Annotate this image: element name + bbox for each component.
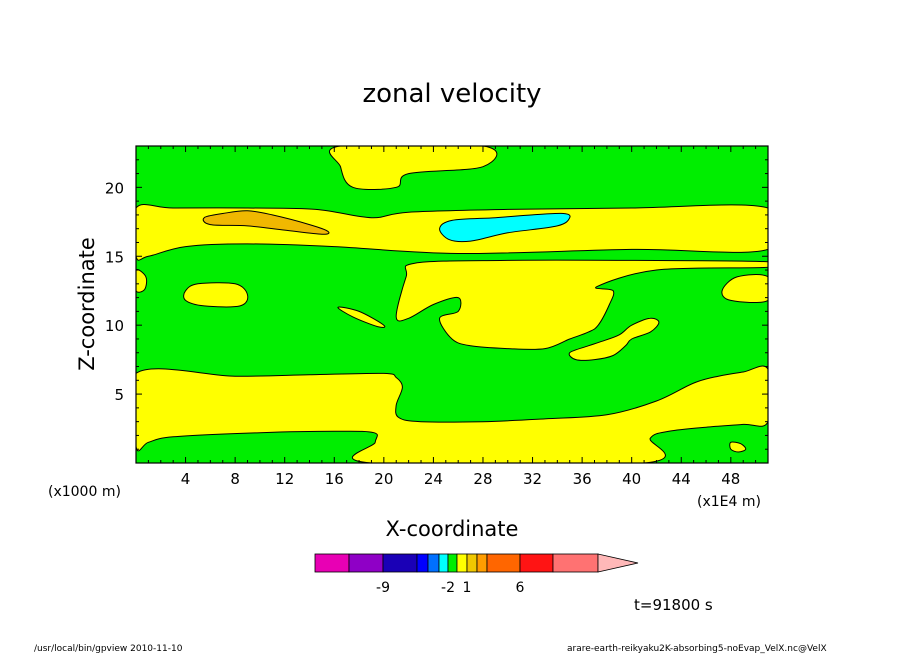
colorbar-arrow xyxy=(597,553,639,573)
chart-title: zonal velocity xyxy=(362,79,541,109)
x-axis: 4 8 12 16 20 24 28 32 36 40 44 48 xyxy=(147,146,757,488)
plot-frame xyxy=(135,145,769,464)
colorbar-segment xyxy=(447,553,458,573)
colorbar-segment xyxy=(456,553,468,573)
colorbar-label: -9 xyxy=(376,580,390,596)
x-tick-label: 40 xyxy=(622,470,641,488)
yellow-contour-region-0 xyxy=(328,146,498,190)
x-tick-label: 8 xyxy=(230,470,240,488)
x-tick-label: 24 xyxy=(424,470,443,488)
y-tick-label: 5 xyxy=(114,386,124,404)
footer-right: arare-earth-reikyaku2K-absorbing5-noEvap… xyxy=(567,644,827,654)
colorbar-segment xyxy=(466,553,478,573)
colorbar-segment xyxy=(438,553,449,573)
x-tick-label: 32 xyxy=(523,470,542,488)
colorbar: -9 -2 1 6 xyxy=(314,553,639,596)
y-tick-label: 10 xyxy=(105,317,124,335)
footer-left: /usr/local/bin/gpview 2010-11-10 xyxy=(34,644,183,654)
yellow-contour-region-5 xyxy=(337,306,386,328)
y-tick-label: 20 xyxy=(105,179,124,197)
yellow-contour-region-2 xyxy=(136,269,148,293)
x-tick-label: 12 xyxy=(275,470,294,488)
x-tick-label: 16 xyxy=(325,470,344,488)
colorbar-segment xyxy=(416,553,429,573)
y-axis: 5 10 15 20 xyxy=(105,159,768,450)
x-tick-label: 28 xyxy=(473,470,492,488)
colorbar-segment xyxy=(486,553,521,573)
yellow-contour-region-9 xyxy=(729,441,747,453)
y-axis-label: Z-coordinate xyxy=(75,237,99,371)
cyan-contour-region-11 xyxy=(439,212,571,243)
x-tick-label: 44 xyxy=(672,470,691,488)
colorbar-segment xyxy=(348,553,384,573)
yellow-contour-region-7 xyxy=(568,317,660,361)
colorbar-segment xyxy=(552,553,599,573)
yellow-contour-region-6 xyxy=(395,259,768,350)
colorbar-label: -2 xyxy=(441,580,455,596)
colorbar-segment xyxy=(314,553,350,573)
x-tick-label: 48 xyxy=(721,470,740,488)
colorbar-segment xyxy=(519,553,554,573)
yellow-contour-region-4 xyxy=(721,274,768,304)
colorbar-segment xyxy=(427,553,440,573)
orange-contour-region-10 xyxy=(202,210,330,235)
x-axis-label: X-coordinate xyxy=(386,517,519,541)
yellow-contour-region-8 xyxy=(136,365,768,463)
y-unit-label: (x1000 m) xyxy=(48,484,121,500)
y-tick-label: 15 xyxy=(105,248,124,266)
colorbar-segment xyxy=(382,553,418,573)
x-tick-label: 20 xyxy=(374,470,393,488)
x-unit-label: (x1E4 m) xyxy=(697,494,761,510)
x-tick-label: 36 xyxy=(573,470,592,488)
colorbar-label: 1 xyxy=(463,580,472,596)
yellow-contour-region-3 xyxy=(183,282,249,308)
x-tick-label: 4 xyxy=(181,470,191,488)
colorbar-label: 6 xyxy=(516,580,525,596)
contour-regions xyxy=(136,146,768,463)
colorbar-segment xyxy=(476,553,488,573)
time-label: t=91800 s xyxy=(634,596,713,614)
